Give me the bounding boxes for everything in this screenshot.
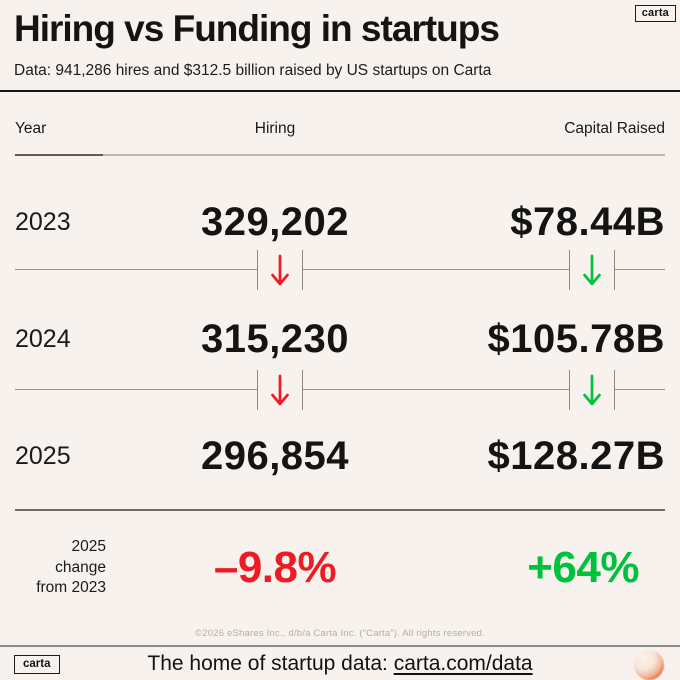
capital-trend-station — [569, 370, 615, 410]
table-header-underline — [15, 154, 665, 156]
year-cell: 2023 — [15, 207, 71, 236]
copyright-text: ©2026 eShares Inc., d/b/a Carta Inc. (“C… — [195, 628, 485, 639]
divider-line — [15, 269, 665, 270]
table-row: 2023 329,202 $78.44B — [0, 196, 680, 248]
capital-value: $105.78B — [487, 316, 665, 361]
row-divider — [0, 248, 680, 292]
page-title: Hiring vs Funding in startups — [14, 8, 500, 49]
capital-change-value: +64% — [527, 543, 639, 592]
carta-data-link[interactable]: carta.com/data — [393, 652, 533, 675]
hiring-value: 329,202 — [200, 199, 350, 244]
carta-logo-badge-bottom: carta — [14, 655, 60, 674]
summary-label-line: 2025 — [71, 538, 106, 556]
hiring-trend-station — [257, 250, 303, 290]
summary-row: 2025 change from 2023 –9.8% +64% — [0, 528, 680, 608]
hiring-change-value: –9.8% — [213, 543, 337, 592]
subtitle: Data: 941,286 hires and $312.5 billion r… — [14, 62, 492, 79]
year-cell: 2025 — [15, 441, 71, 470]
carta-logo-badge-top: carta — [634, 5, 676, 22]
column-header-year: Year — [15, 120, 47, 137]
table-row: 2025 296,854 $128.27B — [0, 430, 680, 482]
summary-label-line: from 2023 — [36, 579, 106, 597]
column-header-capital-raised: Capital Raised — [564, 120, 665, 137]
peach-orb-icon — [634, 650, 664, 680]
summary-label: 2025 change from 2023 — [15, 537, 110, 598]
hiring-down-arrow-icon — [271, 254, 289, 286]
hiring-down-arrow-icon — [271, 374, 289, 406]
capital-trend-station — [569, 250, 615, 290]
capital-value: $78.44B — [510, 199, 665, 244]
header-divider — [0, 90, 680, 92]
hiring-value: 315,230 — [200, 316, 350, 361]
capital-value: $128.27B — [487, 433, 665, 478]
divider-line — [15, 389, 665, 390]
year-cell: 2024 — [15, 324, 71, 353]
tagline: The home of startup data: carta.com/data — [0, 652, 680, 676]
summary-divider — [15, 509, 665, 511]
hiring-trend-station — [257, 370, 303, 410]
capital-down-arrow-icon — [583, 374, 601, 406]
table-row: 2024 315,230 $105.78B — [0, 313, 680, 365]
capital-down-arrow-icon — [583, 254, 601, 286]
column-header-hiring: Hiring — [254, 120, 296, 137]
footer-divider — [0, 645, 680, 647]
tagline-text: The home of startup data: — [147, 652, 394, 675]
summary-label-line: change — [55, 558, 106, 576]
hiring-value: 296,854 — [200, 433, 350, 478]
row-divider — [0, 368, 680, 412]
table-header-row: Year Hiring Capital Raised — [0, 120, 680, 138]
